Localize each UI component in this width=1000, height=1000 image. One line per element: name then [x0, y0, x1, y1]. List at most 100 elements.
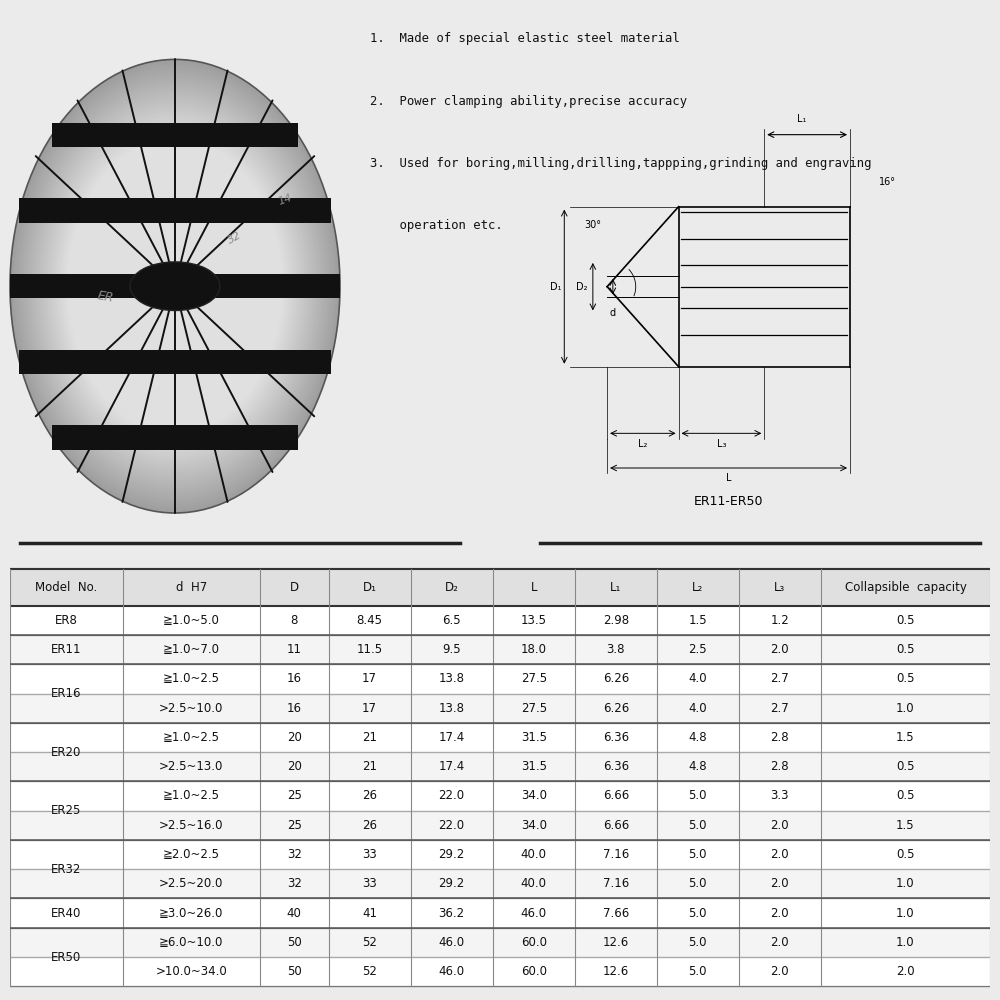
- Text: 31.5: 31.5: [521, 760, 547, 773]
- Text: 30°: 30°: [584, 220, 601, 230]
- Text: ≧1.0~5.0: ≧1.0~5.0: [163, 614, 220, 627]
- Text: >2.5~10.0: >2.5~10.0: [159, 702, 223, 715]
- Text: L: L: [530, 581, 537, 594]
- Ellipse shape: [48, 111, 302, 461]
- Ellipse shape: [12, 62, 338, 510]
- Text: >2.5~13.0: >2.5~13.0: [159, 760, 223, 773]
- Text: D₁: D₁: [550, 282, 561, 292]
- Text: 2.0: 2.0: [771, 907, 789, 920]
- Bar: [10, 694, 990, 723]
- Text: 6.5: 6.5: [442, 614, 461, 627]
- Text: L₂: L₂: [692, 581, 703, 594]
- Text: 32: 32: [287, 848, 302, 861]
- Text: ≧1.0~7.0: ≧1.0~7.0: [163, 643, 220, 656]
- Text: 0.5: 0.5: [896, 672, 915, 685]
- Text: 13.8: 13.8: [439, 702, 465, 715]
- Text: 2.0: 2.0: [896, 965, 915, 978]
- Text: 1.  Made of special elastic steel material: 1. Made of special elastic steel materia…: [370, 32, 680, 45]
- Text: 34.0: 34.0: [521, 819, 547, 832]
- Text: 46.0: 46.0: [521, 907, 547, 920]
- Text: 8.45: 8.45: [357, 614, 383, 627]
- Text: 3.8: 3.8: [607, 643, 625, 656]
- Text: 2.0: 2.0: [771, 643, 789, 656]
- Text: ≧1.0~2.5: ≧1.0~2.5: [163, 672, 220, 685]
- Text: 7.16: 7.16: [603, 848, 629, 861]
- Text: 12.6: 12.6: [603, 936, 629, 949]
- Text: 6.66: 6.66: [603, 789, 629, 802]
- Text: 2.0: 2.0: [771, 877, 789, 890]
- Text: 4.8: 4.8: [689, 731, 707, 744]
- Ellipse shape: [67, 138, 283, 434]
- Text: 32: 32: [226, 230, 244, 245]
- Text: 21: 21: [362, 760, 377, 773]
- Text: 12.6: 12.6: [603, 965, 629, 978]
- Text: 2.0: 2.0: [771, 936, 789, 949]
- Text: ER50: ER50: [51, 951, 81, 964]
- Bar: [10, 869, 990, 898]
- Text: 25: 25: [287, 819, 302, 832]
- Text: 13.5: 13.5: [521, 614, 547, 627]
- Ellipse shape: [60, 127, 290, 445]
- Text: 1.0: 1.0: [896, 907, 915, 920]
- Text: 0.5: 0.5: [896, 760, 915, 773]
- Text: 17.4: 17.4: [438, 731, 465, 744]
- Text: L₃: L₃: [717, 439, 726, 449]
- Text: ER8: ER8: [55, 614, 78, 627]
- Ellipse shape: [44, 106, 306, 467]
- Text: ≧2.0~2.5: ≧2.0~2.5: [163, 848, 220, 861]
- Ellipse shape: [28, 84, 322, 489]
- Ellipse shape: [52, 117, 298, 456]
- Text: 16: 16: [287, 672, 302, 685]
- Text: 50: 50: [287, 965, 302, 978]
- Text: >2.5~16.0: >2.5~16.0: [159, 819, 224, 832]
- Text: 1.0: 1.0: [896, 702, 915, 715]
- Text: ER25: ER25: [51, 804, 82, 817]
- Text: 21: 21: [362, 731, 377, 744]
- Text: 22.0: 22.0: [439, 789, 465, 802]
- Text: 17: 17: [362, 672, 377, 685]
- Bar: [10, 781, 990, 811]
- Text: d  H7: d H7: [176, 581, 207, 594]
- Text: 40.0: 40.0: [521, 877, 547, 890]
- Text: 6.26: 6.26: [603, 672, 629, 685]
- Text: 29.2: 29.2: [438, 877, 465, 890]
- Text: 41: 41: [362, 907, 377, 920]
- Text: 5.0: 5.0: [689, 819, 707, 832]
- Text: 0.5: 0.5: [896, 848, 915, 861]
- Text: operation etc.: operation etc.: [370, 219, 503, 232]
- Text: 2.8: 2.8: [771, 731, 789, 744]
- Text: 2.98: 2.98: [603, 614, 629, 627]
- Text: 40: 40: [287, 907, 302, 920]
- Ellipse shape: [16, 68, 334, 505]
- Text: ER40: ER40: [51, 907, 82, 920]
- Text: 1.5: 1.5: [689, 614, 707, 627]
- Text: ER20: ER20: [51, 746, 82, 759]
- FancyBboxPatch shape: [52, 123, 298, 147]
- Ellipse shape: [10, 59, 340, 513]
- Text: 7.16: 7.16: [603, 877, 629, 890]
- Ellipse shape: [34, 92, 316, 480]
- FancyBboxPatch shape: [10, 274, 340, 298]
- Bar: [10, 928, 990, 957]
- Ellipse shape: [14, 65, 336, 508]
- Text: 2.  Power clamping ability,precise accuracy: 2. Power clamping ability,precise accura…: [370, 95, 687, 107]
- Text: 26: 26: [362, 819, 377, 832]
- Ellipse shape: [22, 76, 328, 497]
- Text: 11: 11: [287, 643, 302, 656]
- Ellipse shape: [24, 78, 326, 494]
- Text: 60.0: 60.0: [521, 965, 547, 978]
- FancyBboxPatch shape: [52, 425, 298, 450]
- Text: 5.0: 5.0: [689, 848, 707, 861]
- Ellipse shape: [130, 262, 220, 310]
- Text: 36.2: 36.2: [439, 907, 465, 920]
- Bar: [10, 664, 990, 694]
- Text: ER11-ER50: ER11-ER50: [694, 495, 763, 508]
- Text: 46.0: 46.0: [439, 936, 465, 949]
- Text: 0.5: 0.5: [896, 643, 915, 656]
- Text: 2.5: 2.5: [689, 643, 707, 656]
- FancyBboxPatch shape: [19, 198, 331, 223]
- Text: 8: 8: [291, 614, 298, 627]
- Text: 20: 20: [287, 760, 302, 773]
- Text: D: D: [290, 581, 299, 594]
- Text: 31.5: 31.5: [521, 731, 547, 744]
